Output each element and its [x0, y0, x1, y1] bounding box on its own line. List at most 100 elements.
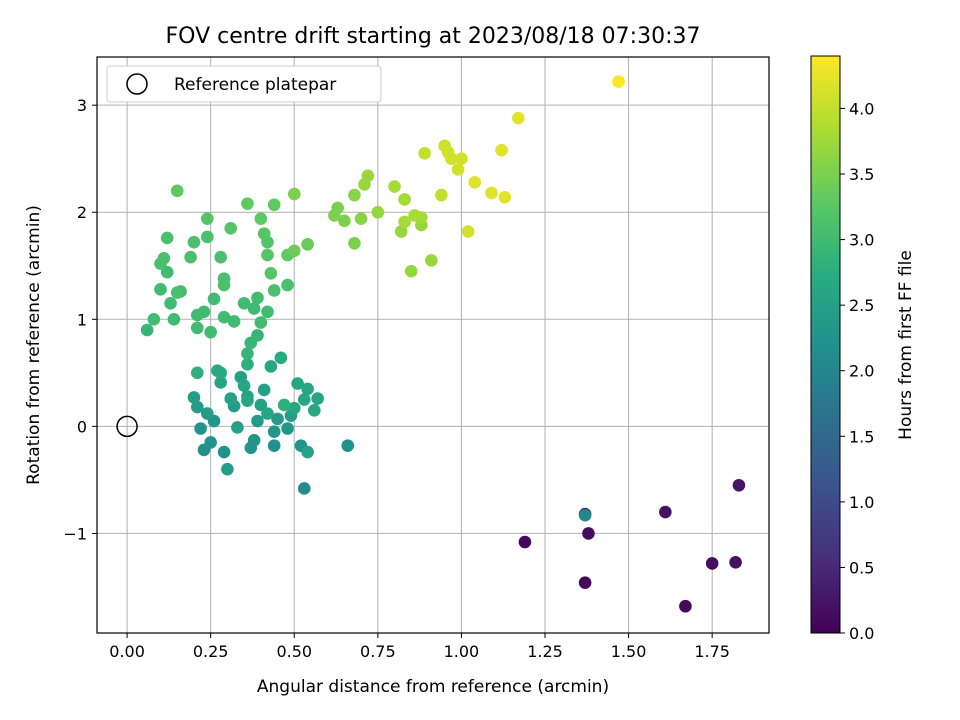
- colorbar-tick-label: 1.5: [849, 427, 874, 446]
- legend-label: Reference platepar: [174, 75, 336, 95]
- data-point: [261, 305, 274, 319]
- data-point: [301, 238, 314, 251]
- data-point: [612, 75, 625, 88]
- legend-box: [106, 65, 382, 103]
- data-point: [267, 439, 281, 452]
- data-point: [211, 364, 224, 377]
- data-point: [157, 251, 171, 265]
- data-point: [261, 248, 274, 262]
- colorbar-tick-label: 0.0: [849, 624, 874, 643]
- data-point: [187, 235, 201, 249]
- data-point: [287, 244, 301, 258]
- data-point: [287, 187, 301, 201]
- data-point: [241, 347, 254, 360]
- data-point: [164, 296, 177, 310]
- data-point: [287, 401, 301, 415]
- data-point: [140, 323, 154, 337]
- x-tick-label: 0.75: [360, 642, 396, 661]
- data-point: [190, 400, 204, 414]
- data-point: [214, 250, 228, 264]
- colorbar-tick-label: 1.0: [849, 493, 874, 512]
- data-point: [160, 265, 174, 279]
- data-point: [485, 186, 498, 200]
- data-point: [281, 278, 294, 292]
- data-point: [705, 557, 719, 570]
- y-tick-label: 3: [77, 96, 87, 115]
- data-point: [331, 201, 345, 215]
- data-point: [187, 391, 201, 404]
- legend-marker-open-circle: [126, 73, 148, 95]
- data-point: [201, 212, 214, 225]
- data-point: [354, 212, 368, 225]
- data-point: [264, 360, 278, 373]
- data-point: [297, 482, 311, 495]
- data-point: [147, 313, 161, 326]
- data-point: [251, 329, 264, 342]
- data-point: [224, 392, 238, 405]
- data-point: [204, 325, 217, 339]
- data-point: [201, 230, 214, 244]
- grid-lines: [97, 57, 769, 633]
- data-point: [729, 556, 742, 569]
- data-point: [659, 505, 672, 519]
- data-point: [217, 272, 231, 285]
- data-point: [518, 535, 532, 549]
- data-point: [361, 169, 375, 183]
- data-point: [224, 222, 238, 235]
- data-point: [267, 198, 281, 212]
- data-point: [732, 478, 746, 492]
- data-point: [414, 211, 428, 224]
- x-tick-label: 1.00: [444, 642, 480, 661]
- data-point: [398, 193, 411, 206]
- data-point: [291, 377, 304, 390]
- data-point: [251, 414, 264, 428]
- colorbar-label: Hours from first FF file: [896, 250, 916, 440]
- data-point: [308, 404, 321, 417]
- data-point: [388, 180, 401, 193]
- data-point: [338, 214, 351, 228]
- reference-platepar-point: [116, 415, 138, 438]
- data-points: [116, 75, 746, 613]
- data-point: [237, 296, 251, 310]
- x-axis-ticks: 0.00 0.25 0.50 0.75 1.00 1.25 1.50 1.75: [109, 633, 730, 661]
- data-point: [190, 366, 204, 380]
- colorbar-tick-label: 4.0: [849, 99, 874, 118]
- data-point: [435, 188, 448, 202]
- data-point: [247, 302, 261, 315]
- colorbar-tick-label: 2.0: [849, 362, 874, 381]
- data-point: [277, 398, 291, 412]
- data-point: [261, 407, 274, 420]
- data-point: [264, 266, 278, 280]
- data-point: [578, 576, 592, 589]
- y-tick-label: 0: [77, 417, 87, 436]
- data-point: [170, 286, 184, 299]
- data-point: [425, 254, 438, 267]
- data-point: [394, 225, 408, 238]
- data-point: [167, 313, 181, 326]
- data-point: [348, 236, 361, 250]
- x-tick-label: 1.75: [694, 642, 730, 661]
- data-point: [184, 250, 197, 264]
- data-point: [455, 152, 468, 166]
- data-point: [254, 398, 268, 412]
- data-point: [348, 188, 361, 202]
- data-point: [404, 264, 418, 278]
- data-point: [204, 436, 217, 449]
- data-point: [254, 212, 268, 225]
- plot-frame: [96, 56, 770, 634]
- chart-title: FOV centre drift starting at 2023/08/18 …: [166, 24, 701, 49]
- data-point: [154, 283, 167, 296]
- data-point: [241, 357, 254, 371]
- data-point: [468, 175, 482, 189]
- data-point: [170, 184, 184, 198]
- data-point: [271, 412, 284, 426]
- x-tick-label: 1.50: [611, 642, 647, 661]
- data-point: [214, 376, 228, 389]
- data-point: [217, 310, 231, 324]
- data-point: [451, 163, 465, 176]
- data-point: [221, 462, 234, 476]
- data-point: [251, 291, 264, 305]
- data-point: [194, 422, 207, 435]
- data-point: [582, 527, 595, 540]
